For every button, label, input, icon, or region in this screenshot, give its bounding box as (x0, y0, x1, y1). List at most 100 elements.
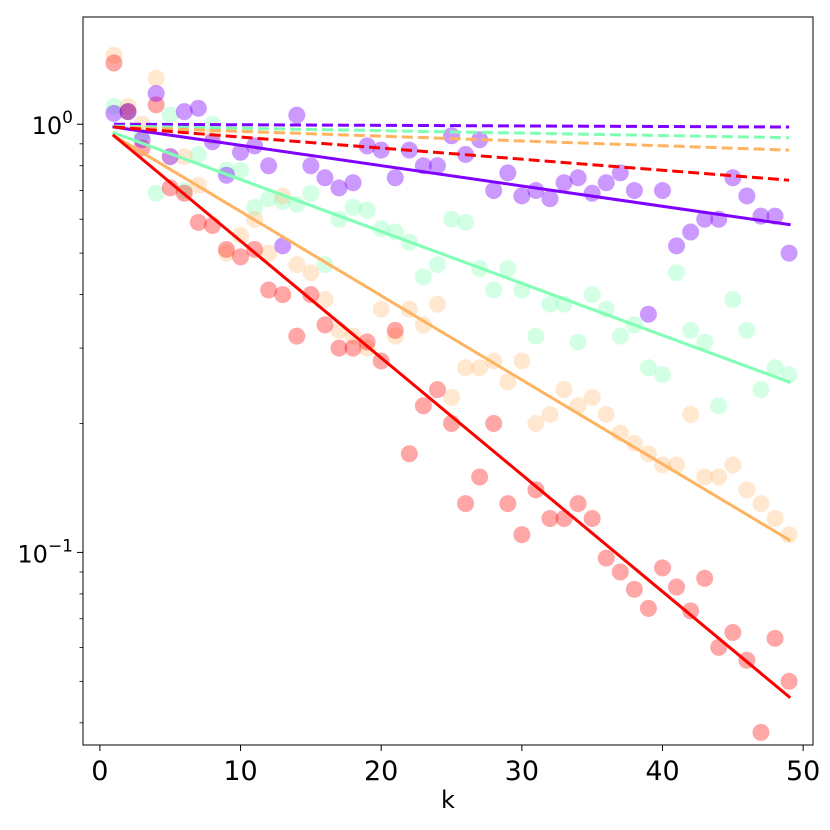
data-point (161, 106, 179, 124)
data-point (316, 169, 334, 187)
data-point (527, 481, 545, 499)
data-point (597, 174, 615, 192)
data-point (625, 434, 643, 452)
y-axis: 100 10−1 (17, 108, 83, 724)
data-point (175, 182, 193, 200)
data-point (710, 468, 728, 486)
data-point (583, 510, 601, 528)
data-point (583, 184, 601, 202)
data-point (147, 184, 165, 202)
series-violet-points (105, 84, 798, 323)
data-point (611, 327, 629, 345)
data-point (274, 286, 292, 304)
data-point (696, 210, 714, 228)
series-light-orange-fit-line (111, 133, 792, 542)
data-point (232, 226, 250, 244)
x-tick-label: 20 (364, 756, 398, 787)
fit-lines (111, 122, 792, 699)
data-point (499, 373, 517, 391)
x-axis-label: k (441, 786, 455, 814)
series-aquamarine-fit-line (112, 130, 792, 384)
x-tick-label: 10 (223, 756, 257, 787)
data-point (569, 169, 587, 187)
data-point (724, 456, 742, 474)
data-point (555, 510, 573, 528)
data-point (780, 244, 798, 262)
data-point (443, 210, 461, 228)
data-point (471, 359, 489, 377)
data-point (260, 281, 278, 299)
data-point (189, 145, 207, 163)
data-point (316, 316, 334, 334)
series-aquamarine-points (105, 98, 798, 415)
data-point (569, 495, 587, 513)
data-point (696, 468, 714, 486)
data-point (471, 468, 489, 486)
data-point (147, 69, 165, 87)
data-point (330, 179, 348, 197)
data-point (625, 182, 643, 200)
data-point (428, 256, 446, 274)
data-point (485, 281, 503, 299)
data-point (639, 359, 657, 377)
data-point (302, 157, 320, 175)
data-point (597, 405, 615, 423)
data-point (246, 198, 264, 216)
data-point (189, 213, 207, 231)
data-point (639, 599, 657, 617)
data-point (119, 103, 137, 121)
data-point (358, 333, 376, 351)
data-point (625, 580, 643, 598)
data-point (541, 405, 559, 423)
data-point (513, 526, 531, 544)
data-point (232, 248, 250, 266)
data-point (752, 381, 770, 399)
data-point (400, 445, 418, 463)
x-axis: 0 10 20 30 40 50 (91, 745, 820, 787)
data-point (372, 141, 390, 159)
data-point (414, 316, 432, 334)
data-point (372, 300, 390, 318)
y-tick-label: 10−1 (17, 536, 73, 568)
data-point (555, 174, 573, 192)
data-point (105, 98, 123, 115)
data-point (119, 103, 137, 121)
data-point (147, 96, 165, 114)
data-point (766, 359, 784, 377)
data-point (696, 333, 714, 351)
data-point (555, 381, 573, 399)
data-point (358, 201, 376, 219)
data-point (203, 217, 221, 235)
data-point (766, 207, 784, 225)
data-point (780, 672, 798, 690)
data-point (105, 54, 123, 72)
data-point (161, 179, 179, 197)
data-point (428, 381, 446, 399)
data-point (499, 164, 517, 182)
data-point (386, 321, 404, 339)
data-point (654, 182, 671, 200)
data-point (232, 161, 250, 179)
data-point (682, 321, 700, 339)
data-point (766, 629, 784, 647)
data-point (583, 286, 601, 304)
data-point (597, 549, 615, 567)
data-point (302, 264, 320, 282)
series-aquamarine-dashed-line (113, 124, 790, 140)
data-point (499, 495, 517, 513)
data-point (471, 131, 489, 149)
data-point (232, 143, 250, 161)
data-point (372, 352, 390, 370)
data-point (724, 169, 742, 187)
data-point (668, 237, 686, 255)
data-point (457, 213, 475, 231)
data-point (766, 510, 784, 528)
data-point (541, 190, 559, 208)
data-point (288, 256, 306, 274)
data-point (414, 268, 432, 286)
data-point (386, 169, 404, 187)
data-point (724, 624, 742, 642)
data-point (189, 99, 207, 117)
data-point (217, 244, 235, 262)
